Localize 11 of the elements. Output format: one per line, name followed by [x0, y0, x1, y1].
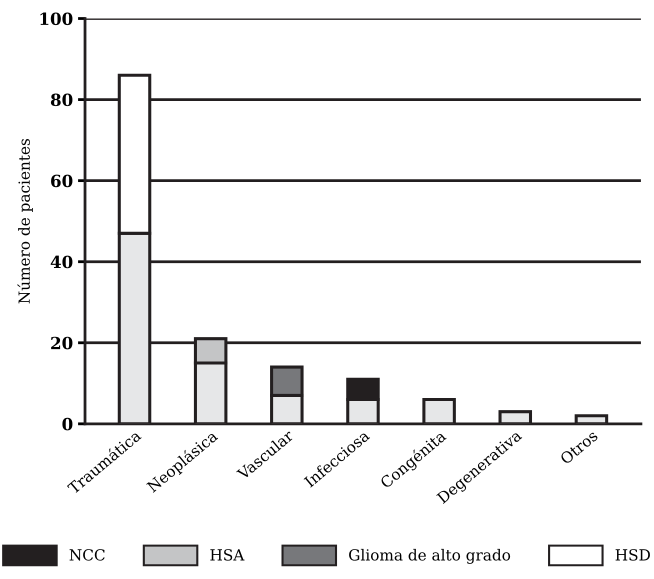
legend-label: HSA: [210, 549, 244, 561]
y-tick-label: 40: [50, 256, 72, 268]
y-axis-title: Número de pacientes: [17, 138, 33, 304]
y-tick-label: 60: [51, 174, 72, 188]
y-tick-label: 100: [40, 12, 72, 26]
legend-label: Glioma de alto grado: [349, 548, 510, 564]
y-tick-label: 80: [50, 94, 72, 106]
legend-label: NCC: [70, 549, 105, 561]
y-tick-label: 20: [51, 336, 72, 350]
legend-label: HSD: [616, 549, 650, 561]
y-tick-label: 0: [62, 418, 72, 430]
